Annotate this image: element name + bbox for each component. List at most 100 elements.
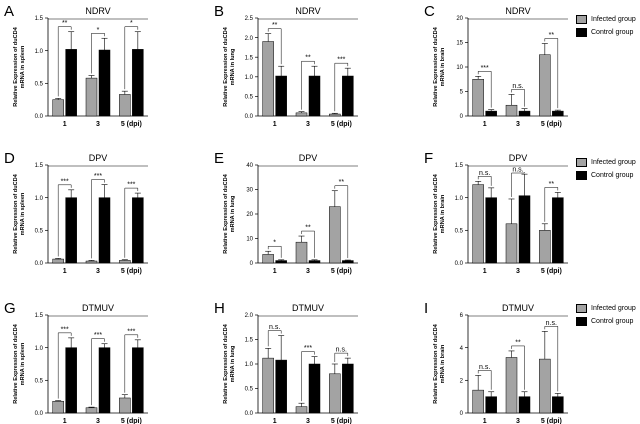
x-tick-label: 3 (516, 121, 520, 128)
y-axis-title: Relative Expression of duCD4mRNA in brai… (433, 26, 446, 106)
bar (518, 195, 531, 264)
x-tick-label: 3 (306, 268, 310, 275)
y-tick-label: 20 (246, 212, 253, 218)
significance-label: *** (481, 65, 489, 72)
x-tick-label: 5 (dpi) (121, 418, 142, 424)
x-tick-label: 1 (63, 418, 67, 424)
y-axis-title-line: Relative Expression of duCD4 (13, 26, 19, 106)
bar (308, 75, 321, 117)
legend-panel-c: Infected group Control group (576, 13, 636, 39)
bar (485, 197, 497, 264)
bar (539, 54, 551, 117)
significance-label: *** (61, 326, 69, 333)
bar (85, 407, 98, 414)
x-tick-label: 5 (dpi) (121, 121, 142, 128)
significance-bracket (267, 28, 282, 65)
chart-title: NDRV (295, 6, 320, 16)
legend-panel-f: Infected group Control group (576, 156, 636, 182)
chart-title: DPV (299, 153, 318, 163)
y-tick-label: 4 (460, 346, 464, 352)
y-tick-label: 0.5 (245, 95, 254, 101)
significance-label: *** (94, 332, 102, 339)
significance-label: n.s. (269, 324, 280, 331)
legend-item-control: Control group (576, 315, 636, 328)
bar (505, 104, 518, 117)
significance-bracket (124, 334, 139, 393)
x-tick-label: 1 (63, 121, 67, 128)
bar (472, 389, 484, 414)
bar (52, 258, 64, 264)
y-tick-label: 0.5 (455, 229, 464, 235)
y-tick-label: 20 (456, 16, 463, 22)
y-tick-label: 0.0 (245, 114, 254, 120)
bar (485, 396, 497, 414)
y-tick-label: 1.0 (455, 196, 464, 202)
significance-bracket (124, 187, 139, 258)
y-axis-title-line: Relative Expression of duCD4 (433, 26, 439, 106)
significance-bracket (544, 187, 559, 222)
chart-title: NDRV (505, 6, 530, 16)
y-axis-title: Relative Expression of duCD4mRNA in lung (223, 26, 236, 106)
legend-swatch-infected (576, 304, 587, 313)
bar (132, 49, 144, 117)
bar (552, 110, 564, 117)
y-tick-label: 1.5 (35, 163, 44, 169)
chart-panel-c: C NDRV Relative Expression of duCD4mRNA in… (424, 3, 568, 128)
legend-item-infected: Infected group (576, 302, 636, 315)
x-tick-label: 3 (516, 268, 520, 275)
chart-panel-e: E DPV Relative Expression of duCD4mRNA in … (214, 150, 358, 275)
significance-bracket (57, 332, 72, 399)
significance-label: n.s. (512, 167, 523, 174)
legend-label-control: Control group (591, 29, 634, 36)
y-axis-title-line: mRNA in spleen (20, 342, 26, 385)
legend-label-control: Control group (591, 172, 634, 179)
bar (262, 357, 274, 414)
significance-bracket (544, 38, 559, 109)
significance-bracket (91, 338, 105, 406)
y-tick-label: 10 (456, 65, 463, 71)
y-tick-label: 1.5 (455, 163, 464, 169)
y-tick-label: 1.0 (245, 362, 254, 368)
legend-label-infected: Infected group (591, 305, 636, 312)
significance-label: ** (272, 22, 278, 29)
significance-label: *** (304, 345, 312, 352)
legend-swatch-infected (576, 158, 587, 167)
y-axis-title-line: Relative Expression of duCD4 (223, 173, 229, 253)
bar (52, 400, 64, 414)
x-tick-label: 3 (96, 418, 100, 424)
bar (295, 241, 308, 264)
significance-bracket (57, 184, 72, 257)
bar (539, 358, 551, 414)
panel-letter: E (214, 150, 224, 167)
bar (65, 49, 77, 117)
panel-letter: B (214, 3, 224, 20)
legend-label-infected: Infected group (591, 159, 636, 166)
x-tick-label: 5 (dpi) (331, 121, 352, 128)
bar (505, 223, 518, 264)
bar (262, 41, 274, 117)
x-tick-label: 1 (483, 121, 487, 128)
y-tick-label: 2 (460, 379, 464, 385)
y-tick-label: 1.5 (35, 16, 44, 22)
x-tick-label: 1 (273, 121, 277, 128)
x-tick-label: 1 (273, 418, 277, 424)
chart-panel-d: D DPV Relative Expression of duCD4mRNA in … (4, 150, 148, 275)
y-tick-label: 1.0 (35, 196, 44, 202)
y-tick-label: 30 (246, 188, 253, 194)
significance-label: ** (305, 55, 311, 62)
bar (539, 230, 551, 264)
y-tick-label: 0.5 (35, 379, 44, 385)
bar (98, 49, 111, 117)
y-axis-title-line: Relative Expression of duCD4 (433, 173, 439, 253)
y-tick-label: 0.0 (455, 261, 464, 267)
chart-panel-b: B NDRV Relative Expression of duCD4mRNA in… (214, 3, 358, 128)
x-tick-label: 1 (273, 268, 277, 275)
bar (275, 75, 287, 117)
significance-label: n.s. (336, 347, 347, 354)
legend-swatch-infected (576, 15, 587, 24)
bar (518, 396, 531, 414)
x-tick-label: 3 (306, 121, 310, 128)
y-axis-title-line: mRNA in lung (230, 48, 236, 85)
y-tick-label: 6 (460, 313, 464, 319)
x-tick-label: 5 (dpi) (121, 268, 142, 275)
